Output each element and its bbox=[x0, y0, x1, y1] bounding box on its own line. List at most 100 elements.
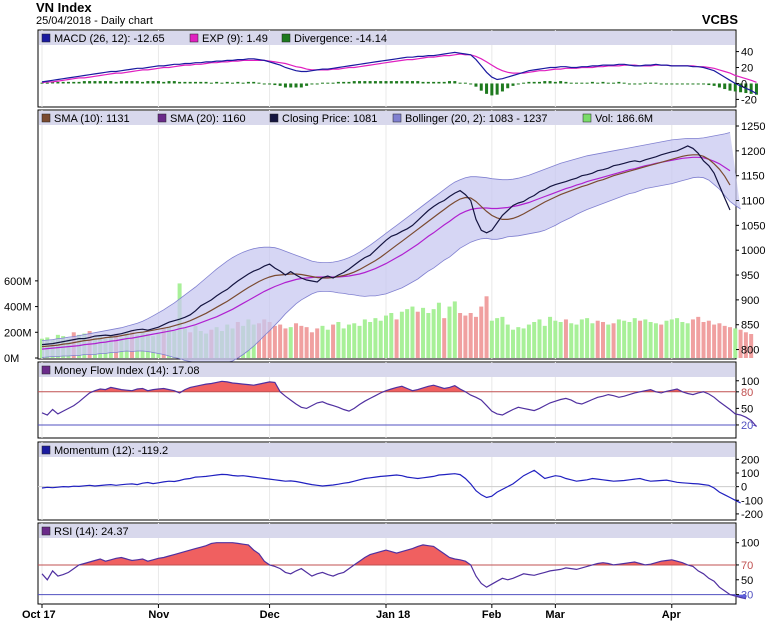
macd-ytick-label-1: 20 bbox=[741, 63, 753, 75]
divergence-bar bbox=[172, 81, 176, 84]
lavender-square-icon bbox=[392, 113, 402, 123]
volume-bar bbox=[346, 324, 351, 358]
divergence-bar bbox=[463, 82, 467, 84]
volume-bar bbox=[532, 322, 537, 358]
magenta-square-icon bbox=[189, 33, 199, 43]
volume-bar bbox=[648, 322, 653, 358]
divergence-bar bbox=[162, 81, 166, 84]
divergence-bar bbox=[352, 81, 356, 84]
volume-bar bbox=[357, 325, 362, 358]
volume-bar bbox=[389, 313, 394, 358]
divergence-bar bbox=[442, 81, 446, 84]
divergence-bar bbox=[146, 81, 150, 84]
divergence-bar bbox=[702, 83, 706, 85]
divergence-bar bbox=[490, 83, 494, 96]
volume-bar bbox=[717, 323, 722, 358]
macd-ytick-label-0: 40 bbox=[741, 47, 753, 59]
divergence-bar bbox=[93, 81, 97, 84]
volume-bar bbox=[685, 323, 690, 358]
divergence-bar bbox=[56, 81, 60, 84]
divergence-bar bbox=[432, 81, 436, 84]
volume-bar bbox=[489, 320, 494, 358]
volume-bar bbox=[368, 322, 373, 358]
divergence-bar bbox=[199, 81, 203, 84]
divergence-bar bbox=[712, 83, 716, 86]
divergence-bar bbox=[215, 81, 219, 84]
volume-bar bbox=[712, 324, 717, 358]
volume-tick-label-3: 0M bbox=[4, 353, 19, 365]
divergence-bar bbox=[379, 81, 383, 84]
divergence-bar bbox=[188, 81, 192, 84]
divergence-bar bbox=[331, 82, 335, 84]
divergence-bar bbox=[236, 81, 240, 84]
divergence-bar bbox=[294, 83, 298, 88]
divergence-bar bbox=[474, 83, 478, 87]
volume-bar bbox=[378, 320, 383, 358]
price-ytick-label-0: 1250 bbox=[741, 121, 765, 133]
mfi-line bbox=[41, 380, 757, 427]
divergence-bar bbox=[553, 81, 557, 84]
volume-bar bbox=[738, 329, 743, 358]
divergence-bar bbox=[40, 82, 44, 84]
mfi-legend-label-0: Money Flow Index (14): 17.08 bbox=[54, 365, 200, 377]
mfi-ytick-label-2: 50 bbox=[741, 403, 753, 415]
divergence-bar bbox=[358, 81, 362, 84]
divergence-bar bbox=[606, 82, 610, 84]
divergence-bar bbox=[77, 81, 81, 84]
macd-legend-label-0: MACD (26, 12): -12.65 bbox=[54, 33, 165, 45]
divergence-bar bbox=[141, 81, 145, 84]
volume-bar bbox=[405, 309, 410, 358]
divergence-bar bbox=[728, 83, 732, 91]
volume-bar bbox=[733, 328, 738, 358]
volume-bar bbox=[590, 323, 595, 358]
divergence-bar bbox=[246, 81, 250, 84]
blue-square-icon bbox=[41, 445, 51, 455]
divergence-bar bbox=[257, 82, 261, 84]
volume-bar bbox=[436, 302, 441, 358]
volume-bar bbox=[516, 327, 521, 358]
divergence-bar bbox=[167, 81, 171, 84]
divergence-bar bbox=[183, 81, 187, 84]
sma20-line bbox=[41, 156, 731, 350]
divergence-bar bbox=[739, 83, 743, 93]
divergence-bar bbox=[696, 83, 700, 85]
divergence-bar bbox=[389, 81, 393, 84]
divergence-bar bbox=[320, 82, 324, 84]
rsi-ytick-label-3: 30 bbox=[741, 590, 753, 602]
volume-tick-label-1: 400M bbox=[4, 302, 32, 314]
volume-bar bbox=[458, 313, 463, 358]
divergence-bar bbox=[569, 82, 573, 84]
divergence-bar bbox=[633, 83, 637, 85]
macd-line bbox=[41, 51, 757, 95]
volume-bar bbox=[659, 324, 664, 358]
momentum-legend-label-0: Momentum (12): -119.2 bbox=[54, 445, 168, 457]
rsi-legend-label-0: RSI (14): 24.37 bbox=[54, 526, 129, 538]
divergence-bar bbox=[405, 81, 409, 84]
divergence-bar bbox=[315, 83, 319, 85]
divergence-bar bbox=[410, 81, 414, 84]
bollinger-upper-line bbox=[41, 132, 731, 341]
divergence-bar bbox=[448, 81, 452, 84]
divergence-bar bbox=[178, 81, 182, 84]
x-axis-label-4: Feb bbox=[482, 609, 502, 621]
volume-bar bbox=[558, 322, 563, 358]
price-legend-bar bbox=[39, 111, 735, 125]
mfi-ytick-label-3: 20 bbox=[741, 420, 753, 432]
price-legend-label-2: Closing Price: 1081 bbox=[282, 113, 377, 125]
divergence-bar bbox=[500, 83, 504, 92]
divergence-bar bbox=[638, 83, 642, 85]
divergence-bar bbox=[670, 83, 674, 85]
volume-bar bbox=[616, 319, 621, 358]
volume-bar bbox=[505, 324, 510, 358]
divergence-bar bbox=[495, 83, 499, 95]
divergence-bar bbox=[156, 81, 160, 84]
divergence-bar bbox=[622, 82, 626, 84]
divergence-bar bbox=[485, 83, 489, 94]
brown-square-icon bbox=[41, 113, 51, 123]
purple-square-icon bbox=[41, 526, 51, 536]
divergence-bar bbox=[252, 81, 256, 84]
volume-bar bbox=[341, 328, 346, 358]
price-ytick-label-5: 1000 bbox=[741, 245, 765, 257]
divergence-bar bbox=[268, 83, 272, 85]
divergence-bar bbox=[347, 81, 351, 84]
